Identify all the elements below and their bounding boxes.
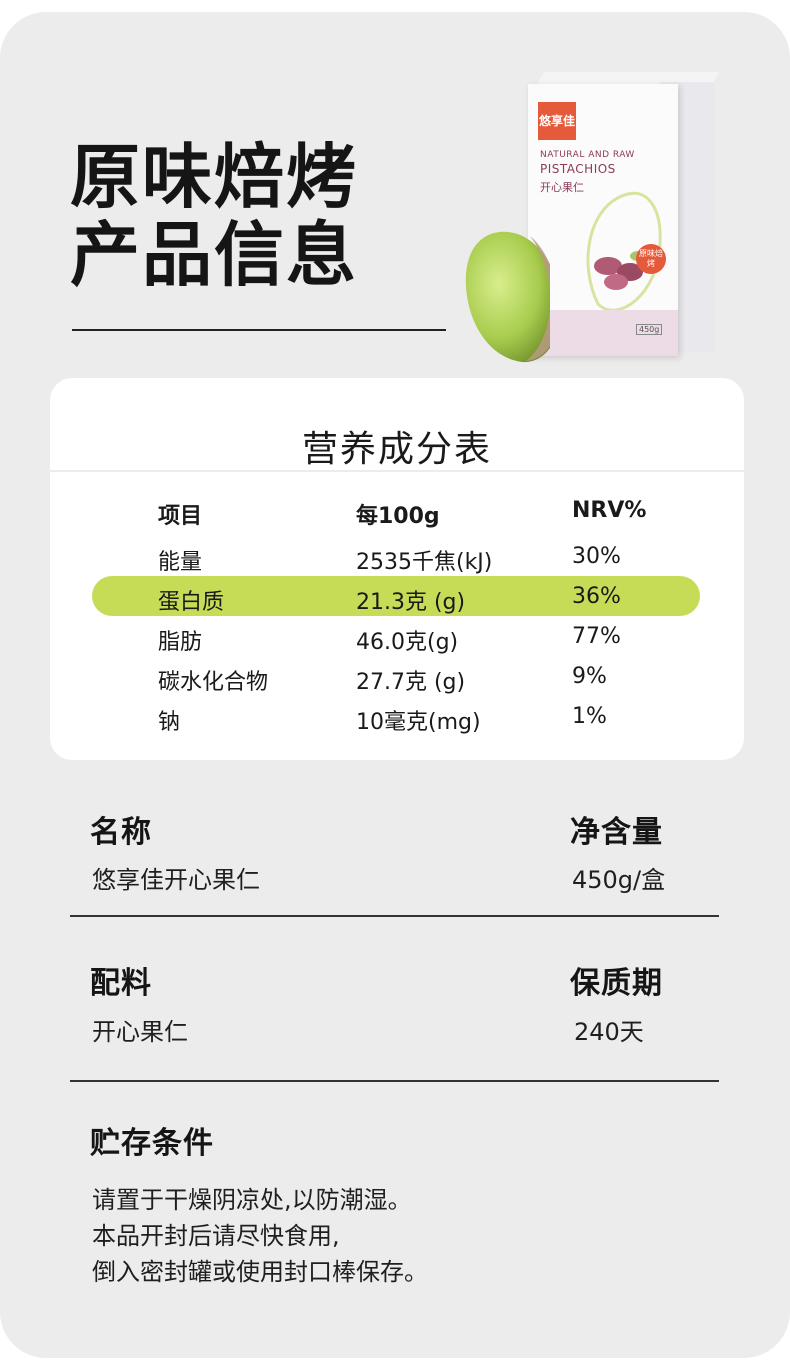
table-row: 钠 10毫克(mg) 1% (50, 698, 744, 735)
table-row: 蛋白质 21.3克 (g) 36% (50, 578, 744, 615)
box-badge: 原味焙烤 (636, 244, 666, 274)
brand-logo: 悠享佳 (538, 102, 576, 140)
storage-label: 贮存条件 (90, 1126, 214, 1161)
box-bottom-strip (528, 310, 678, 356)
page-title-line1: 原味焙烤 (70, 136, 358, 218)
highlight-bar (92, 576, 700, 616)
net-content-label: 净含量 (570, 815, 663, 850)
row-per100g: 2535千焦(kJ) (356, 550, 493, 575)
title-underline (72, 329, 446, 331)
section-divider (70, 1080, 719, 1082)
storage-line: 本品开封后请尽快食用, (92, 1222, 340, 1250)
row-nrv: 9% (572, 664, 607, 689)
pistachio-kernel-icon (465, 231, 550, 363)
row-per100g: 21.3克 (g) (356, 590, 466, 615)
storage-line: 请置于干燥阴凉处,以防潮湿。 (92, 1186, 412, 1214)
row-nrv: 36% (572, 584, 621, 609)
nutrition-title: 营养成分表 (301, 429, 492, 470)
row-per100g: 27.7克 (g) (356, 670, 466, 695)
ingredients-label: 配料 (90, 966, 152, 1001)
box-chinese-name: 开心果仁 (540, 181, 584, 194)
column-header-nrv: NRV% (572, 498, 647, 523)
row-per100g: 10毫克(mg) (356, 710, 481, 735)
shelf-life-value: 240天 (574, 1018, 644, 1046)
row-item: 蛋白质 (158, 590, 225, 615)
table-row: 能量 2535千焦(kJ) 30% (50, 538, 744, 575)
box-english-line1: NATURAL AND RAW (540, 150, 635, 160)
column-header-per100g: 每100g (356, 504, 440, 529)
shelf-life-label: 保质期 (570, 966, 663, 1001)
name-label: 名称 (90, 815, 152, 850)
row-nrv: 77% (572, 624, 621, 649)
box-weight: 450g (636, 324, 663, 335)
table-row: 脂肪 46.0克(g) 77% (50, 618, 744, 655)
row-nrv: 30% (572, 544, 621, 569)
product-info-page: 原味焙烤 产品信息 悠享佳 NATURAL AND RAW PISTACHIOS… (0, 12, 790, 1358)
box-english-line2: PISTACHIOS (540, 162, 616, 176)
pistachio-outline-icon (586, 191, 662, 312)
nutrition-header-row: 项目 每100g NRV% (50, 492, 744, 529)
row-item: 碳水化合物 (158, 670, 269, 695)
card-divider (50, 470, 744, 472)
net-content-value: 450g/盒 (572, 866, 666, 894)
product-box: 悠享佳 NATURAL AND RAW PISTACHIOS 开心果仁 原味焙烤… (528, 84, 678, 356)
ingredients-value: 开心果仁 (92, 1018, 188, 1046)
row-nrv: 1% (572, 704, 607, 729)
column-header-item: 项目 (158, 504, 203, 529)
row-per100g: 46.0克(g) (356, 630, 459, 655)
storage-line: 倒入密封罐或使用封口棒保存。 (92, 1258, 428, 1286)
nutrition-table-card: 营养成分表 项目 每100g NRV% 能量 2535千焦(kJ) 30% 蛋白… (50, 378, 744, 760)
page-title-line2: 产品信息 (70, 214, 358, 296)
row-item: 钠 (158, 710, 181, 735)
section-divider (70, 915, 719, 917)
row-item: 能量 (158, 550, 203, 575)
product-image: 悠享佳 NATURAL AND RAW PISTACHIOS 开心果仁 原味焙烤… (460, 64, 730, 364)
table-row: 碳水化合物 27.7克 (g) 9% (50, 658, 744, 695)
name-value: 悠享佳开心果仁 (92, 866, 260, 894)
row-item: 脂肪 (158, 630, 203, 655)
